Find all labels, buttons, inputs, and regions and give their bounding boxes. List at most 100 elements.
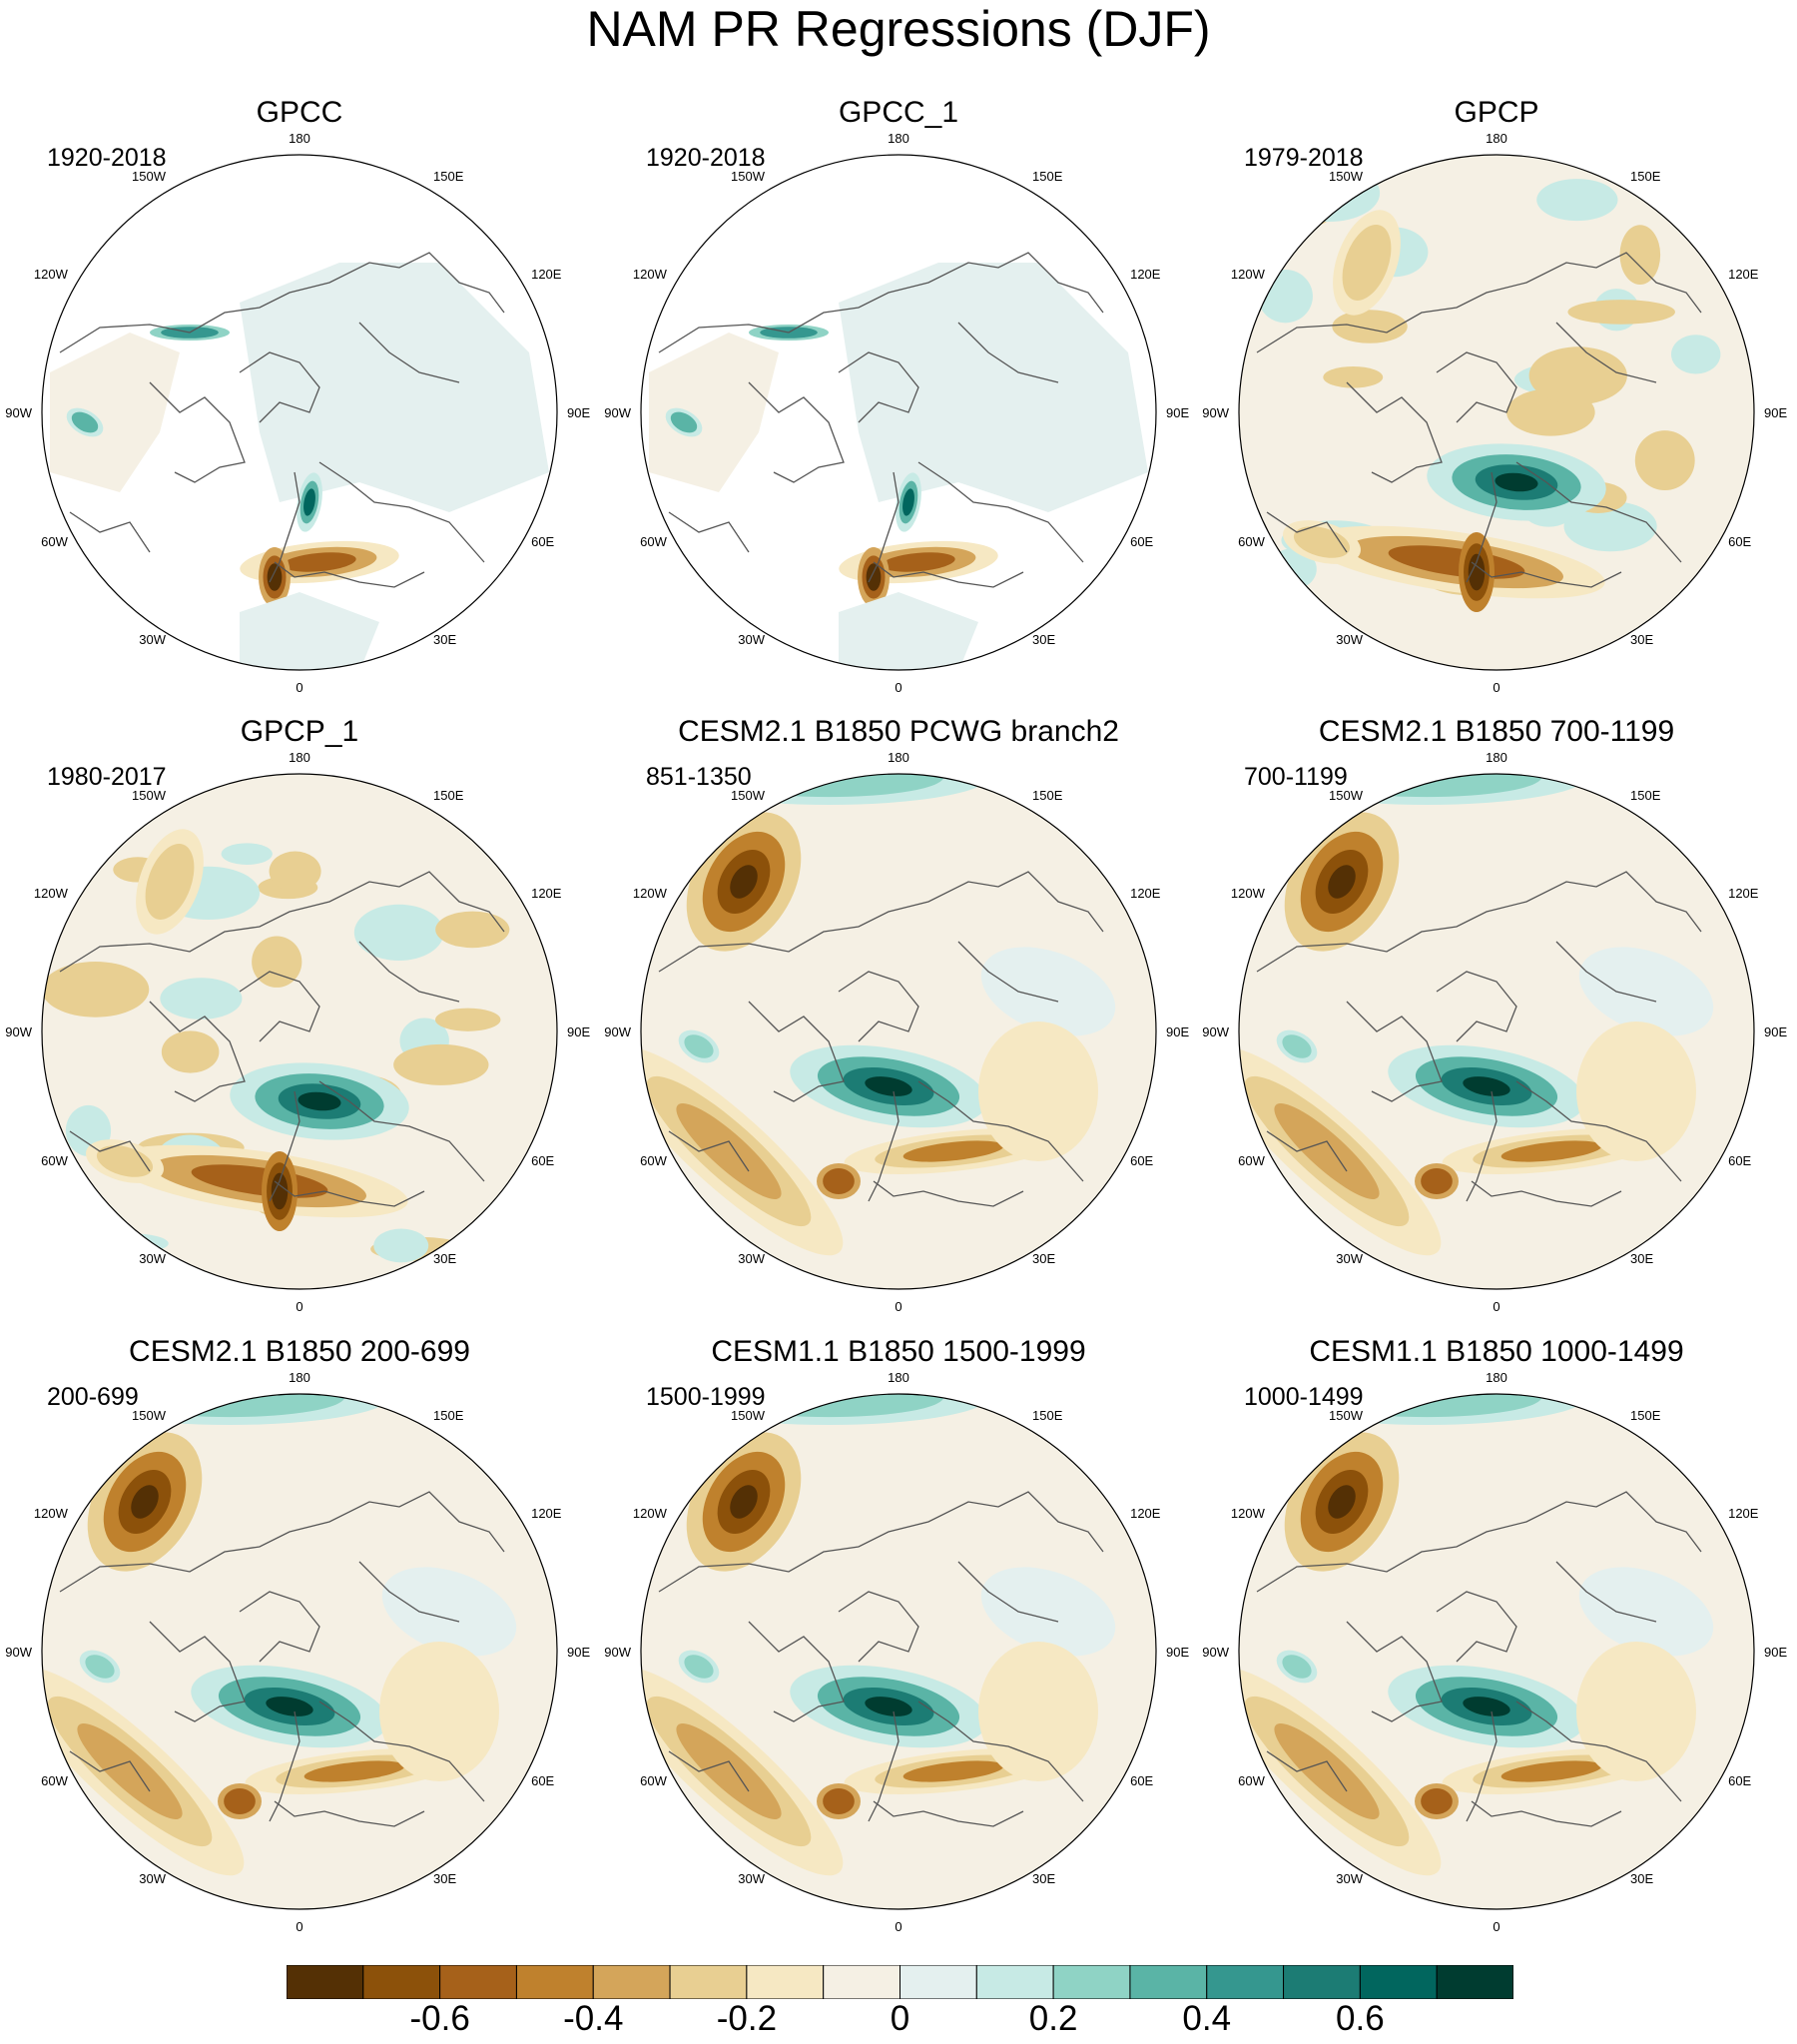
anomaly-contour [224, 1788, 256, 1814]
coastline [658, 1491, 1104, 1593]
anomaly-contour [1293, 526, 1351, 558]
longitude-label: 30E [1032, 1871, 1055, 1886]
map-border [1238, 773, 1755, 1290]
colorbar-tick-label: 0.2 [1028, 1999, 1078, 2038]
longitude-label: 90W [1202, 1024, 1229, 1039]
anomaly-contour [978, 1642, 1098, 1781]
longitude-label: 120W [633, 886, 668, 901]
coastline [1256, 1491, 1702, 1593]
map-border [640, 154, 1157, 671]
anomaly-contour [1671, 335, 1721, 374]
coastline [1555, 322, 1657, 383]
longitude-label: 30E [1630, 1871, 1653, 1886]
anomaly-contour [1323, 365, 1384, 388]
anomaly-contour [379, 1642, 499, 1781]
anomaly-contour [676, 1103, 782, 1199]
colorbar-swatch [592, 1964, 671, 2000]
map-panel: GPCC 1920-2018 180 150E 120E 90E 60E 30E 0 30W 60W… [0, 95, 599, 695]
longitude-label: 90E [1166, 1645, 1189, 1660]
coastline [59, 871, 505, 973]
colorbar-tick-label: -0.2 [716, 1999, 778, 2038]
colorbar-swatch [1129, 1964, 1208, 2000]
anomaly-contour [373, 1228, 429, 1263]
coastline [149, 1621, 246, 1722]
longitude-label: 60W [41, 1773, 68, 1788]
anomaly-contour [131, 1485, 159, 1519]
coastline [748, 381, 845, 483]
anomaly-contour [670, 411, 698, 433]
longitude-label: 120E [531, 1506, 562, 1521]
longitude-label: 150E [1630, 788, 1661, 803]
longitude-label: 30E [1032, 632, 1055, 647]
map-border [41, 773, 558, 1290]
colorbar-swatch [439, 1964, 517, 2000]
longitude-label: 150W [731, 1408, 766, 1423]
longitude-label: 60W [640, 534, 667, 549]
anomaly-contour [882, 552, 955, 572]
map-panel: GPCC_1 1920-2018 180 150E 120E 90E 60E 30E 0 30W 6… [599, 95, 1198, 695]
anomaly-contour [1342, 225, 1392, 301]
anomaly-contour [1567, 300, 1675, 325]
panel-period: 851-1350 [646, 763, 752, 791]
longitude-label: 150W [1329, 1408, 1364, 1423]
anomaly-contour [1332, 310, 1408, 343]
longitude-label: 30E [433, 1251, 456, 1266]
anomaly-contour [1328, 1485, 1356, 1519]
coastline [658, 252, 1104, 353]
longitude-label: 150W [132, 169, 167, 184]
coastline [668, 1130, 750, 1172]
longitude-label: 120E [531, 267, 562, 282]
coastline [838, 1591, 919, 1663]
longitude-label: 60E [1728, 1153, 1751, 1168]
longitude-label: 60E [531, 1153, 554, 1168]
coastline [1515, 1701, 1682, 1802]
anomaly-contour [1282, 1655, 1312, 1679]
coastline [1266, 511, 1348, 553]
anomaly-contour [866, 563, 882, 591]
longitude-label: 30W [738, 1871, 765, 1886]
anomaly-contour [1500, 1760, 1602, 1782]
anomaly-contour [271, 1172, 289, 1210]
coastline [274, 1800, 425, 1827]
panel-period: 1000-1499 [1244, 1383, 1364, 1411]
longitude-label: 180 [888, 131, 909, 146]
longitude-label: 90E [1764, 1645, 1787, 1660]
colorbar-swatch [1206, 1964, 1285, 2000]
longitude-label: 120E [1130, 1506, 1161, 1521]
longitude-label: 150E [433, 1408, 464, 1423]
colorbar-swatch [1359, 1964, 1438, 2000]
coastline [149, 1001, 246, 1102]
panel-title: GPCP [1454, 96, 1539, 129]
coastline [1466, 1090, 1498, 1202]
panel-title: CESM2.1 B1850 200-699 [129, 1335, 470, 1368]
coastline [1515, 461, 1682, 563]
coastline [1346, 1001, 1443, 1102]
coastline [873, 561, 1024, 588]
anomaly-contour [1421, 1168, 1453, 1194]
coastline [269, 471, 300, 583]
panel-period: 1500-1999 [646, 1383, 766, 1411]
longitude-label: 60E [1130, 534, 1153, 549]
longitude-label: 90W [1202, 1645, 1229, 1660]
coastline [868, 1710, 899, 1822]
colorbar-swatch [362, 1964, 441, 2000]
longitude-label: 150E [433, 788, 464, 803]
coastline [658, 871, 1104, 973]
coastline [917, 461, 1084, 563]
anomaly-contour [145, 844, 195, 920]
longitude-label: 30E [433, 1871, 456, 1886]
longitude-label: 120W [1231, 886, 1266, 901]
map-panel: CESM2.1 B1850 200-699 200-699 180 150E 120E 9… [0, 1334, 599, 1934]
polar-map: 180 150E 120E 90E 60E 30E 0 30W 60W 90W 120W 150W [1202, 131, 1787, 695]
coastline [59, 252, 505, 353]
anomaly-contour [730, 1485, 758, 1519]
anomaly-contour [1634, 430, 1695, 491]
longitude-label: 0 [895, 1919, 901, 1934]
coastline [1436, 971, 1517, 1042]
colorbar-swatch [823, 1964, 900, 2000]
anomaly-contour [1274, 1103, 1380, 1199]
longitude-label: 150E [1032, 788, 1063, 803]
longitude-label: 120W [34, 886, 69, 901]
coastline [1555, 941, 1657, 1003]
anomaly-contour [1578, 1567, 1714, 1657]
